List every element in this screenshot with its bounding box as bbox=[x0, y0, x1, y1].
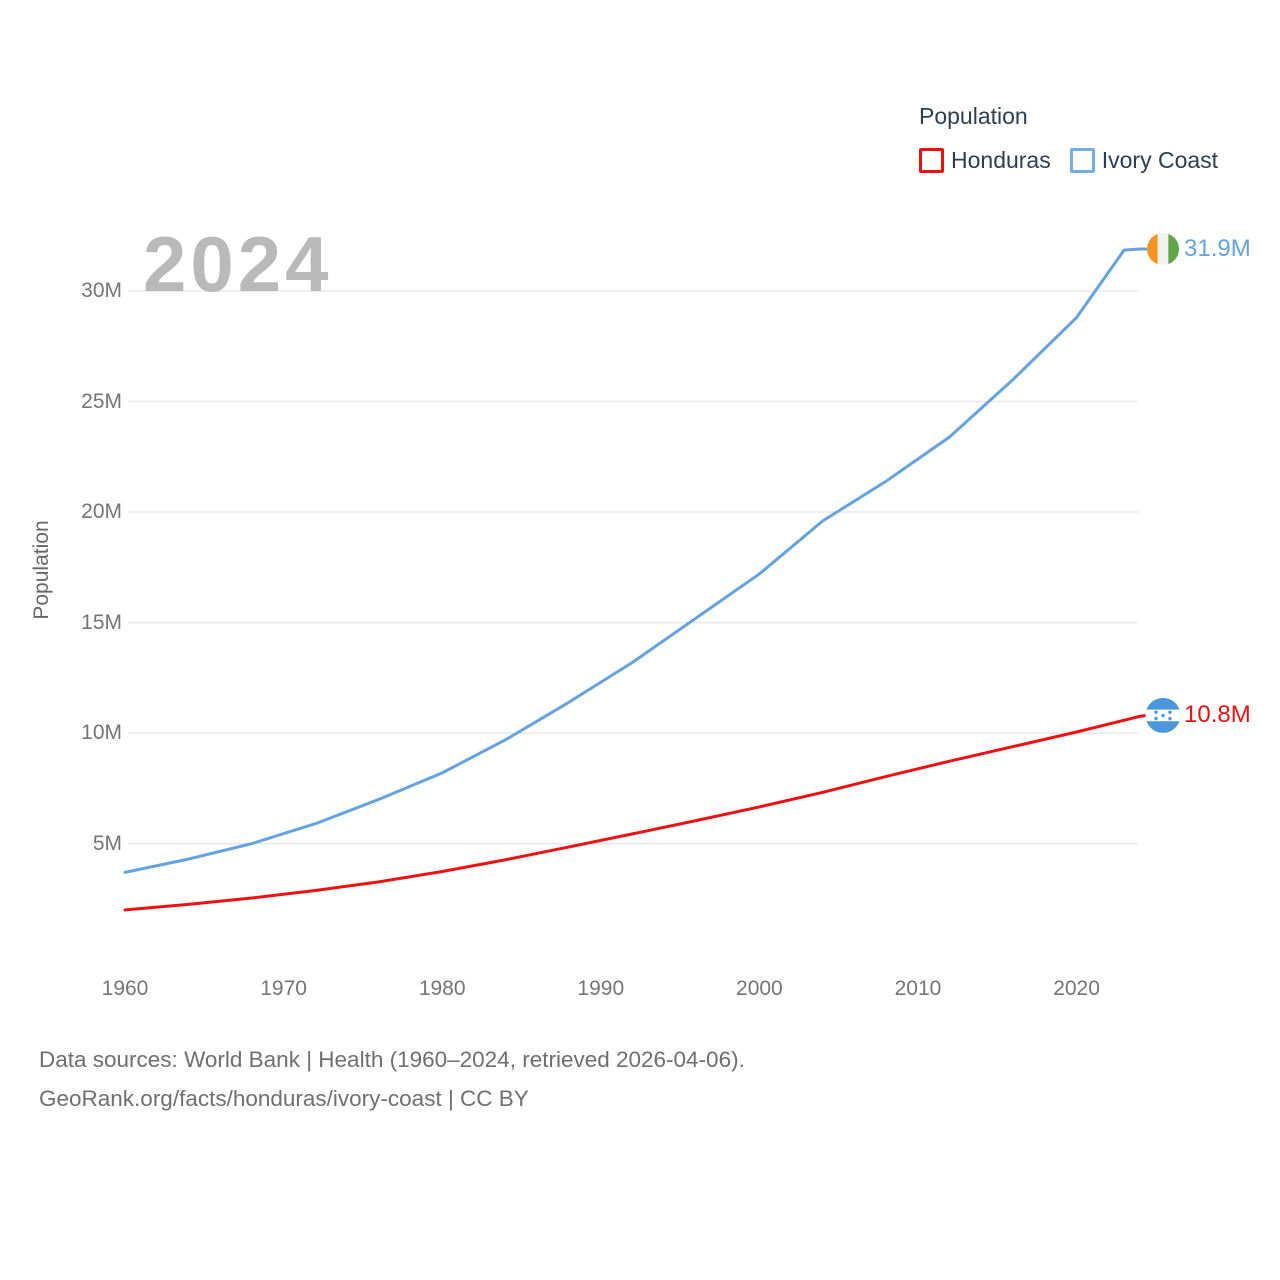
y-tick-label: 10M bbox=[81, 721, 122, 745]
x-tick-label: 2020 bbox=[1053, 977, 1100, 1000]
x-tick-label: 1980 bbox=[418, 977, 466, 1000]
honduras-series-swatch[interactable] bbox=[919, 148, 944, 173]
legend-items: Honduras Ivory Coast bbox=[919, 147, 1218, 174]
ivory-coast-flag-icon bbox=[1147, 233, 1179, 266]
data-sources-text: Data sources: World Bank | Health (1960–… bbox=[39, 1047, 745, 1072]
x-tick-label: 1970 bbox=[260, 977, 307, 1000]
legend: Population Honduras Ivory Coast bbox=[919, 103, 1218, 174]
legend-item-ivory-coast[interactable]: Ivory Coast bbox=[1069, 147, 1219, 174]
y-tick-label: 30M bbox=[81, 279, 122, 302]
ivory-coast-series-swatch[interactable] bbox=[1069, 148, 1095, 173]
legend-item-honduras[interactable]: Honduras bbox=[919, 147, 1051, 174]
ivory-coast-end-value-label: 31.9M bbox=[1184, 235, 1251, 262]
legend-label-ivory-coast: Ivory Coast bbox=[1101, 147, 1219, 173]
year-watermark: 2024 bbox=[143, 220, 333, 308]
legend-title: Population bbox=[919, 103, 1028, 129]
honduras-flag-icon bbox=[1145, 697, 1181, 733]
y-tick-label: 15M bbox=[81, 610, 122, 634]
legend-label-honduras: Honduras bbox=[951, 147, 1051, 173]
honduras-end-value-label: 10.8M bbox=[1184, 701, 1251, 729]
x-tick-label: 2010 bbox=[894, 977, 942, 1000]
attribution-link-text: GeoRank.org/facts/honduras/ivory-coast |… bbox=[39, 1086, 529, 1111]
y-tick-label: 20M bbox=[81, 500, 122, 524]
y-tick-label: 5M bbox=[92, 831, 122, 855]
y-axis-title: Population bbox=[30, 520, 53, 620]
series-line-honduras bbox=[123, 714, 1142, 912]
x-tick-label: 1990 bbox=[577, 977, 625, 1000]
series-line-ivory-coast bbox=[123, 247, 1142, 874]
x-tick-label: 2000 bbox=[736, 977, 783, 1000]
y-tick-label: 25M bbox=[81, 389, 122, 413]
x-tick-label: 1960 bbox=[101, 977, 149, 1000]
